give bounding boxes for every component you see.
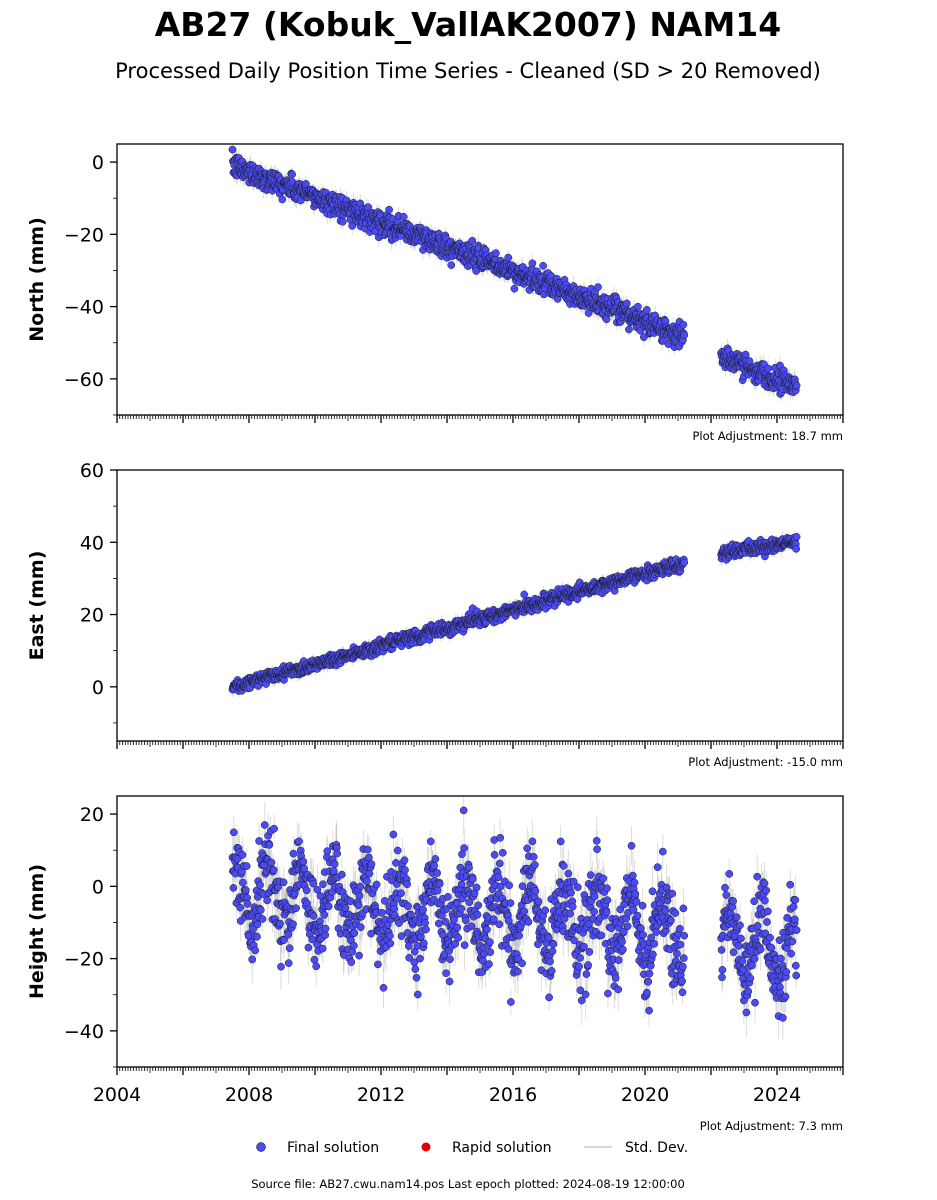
y-axis-label: North (mm) bbox=[26, 217, 48, 342]
data-point bbox=[510, 284, 519, 293]
data-point bbox=[468, 236, 477, 245]
data-point bbox=[447, 261, 456, 269]
data-point bbox=[680, 331, 689, 340]
y-tick-label: −20 bbox=[64, 224, 104, 246]
final-solution-points bbox=[228, 145, 801, 398]
data-point bbox=[539, 261, 547, 270]
data-point bbox=[679, 320, 688, 329]
data-point bbox=[602, 315, 611, 324]
panel-0-data bbox=[228, 144, 801, 402]
plot-adjustment: Plot Adjustment: 18.7 mm bbox=[692, 429, 843, 443]
final-solution-points bbox=[228, 532, 801, 695]
x-ticks bbox=[116, 415, 844, 423]
panels-group: 0 −20 −40 −60 North (mm) Plot Adjustment: 18.… bbox=[26, 143, 844, 1133]
data-point bbox=[594, 283, 602, 291]
panel-0: 0 −20 −40 −60 North (mm) Plot Adjustment: 18.… bbox=[26, 143, 844, 443]
data-point bbox=[745, 357, 754, 365]
y-tick-label: −40 bbox=[64, 297, 104, 319]
data-point bbox=[792, 381, 801, 390]
data-point bbox=[504, 253, 513, 262]
chart-subtitle: Processed Daily Position Time Series - C… bbox=[115, 59, 821, 83]
chart-title: AB27 (Kobuk_VallAK2007) NAM14 bbox=[155, 5, 781, 44]
data-point bbox=[528, 259, 537, 268]
data-point bbox=[643, 306, 651, 314]
panel-1-data bbox=[228, 530, 801, 698]
data-point bbox=[228, 145, 237, 154]
y-tick-label: 0 bbox=[92, 152, 104, 174]
data-point bbox=[625, 325, 633, 334]
data-point bbox=[492, 249, 500, 257]
data-point bbox=[622, 299, 631, 308]
data-point bbox=[302, 180, 310, 188]
data-point bbox=[278, 195, 287, 204]
data-point bbox=[338, 217, 347, 226]
y-tick-label: −60 bbox=[64, 369, 104, 391]
data-point bbox=[520, 590, 529, 599]
data-point bbox=[399, 212, 408, 221]
data-point bbox=[764, 364, 773, 373]
data-point bbox=[385, 205, 393, 214]
data-point bbox=[288, 170, 296, 179]
data-point bbox=[634, 302, 642, 311]
y-ticks bbox=[110, 161, 117, 416]
